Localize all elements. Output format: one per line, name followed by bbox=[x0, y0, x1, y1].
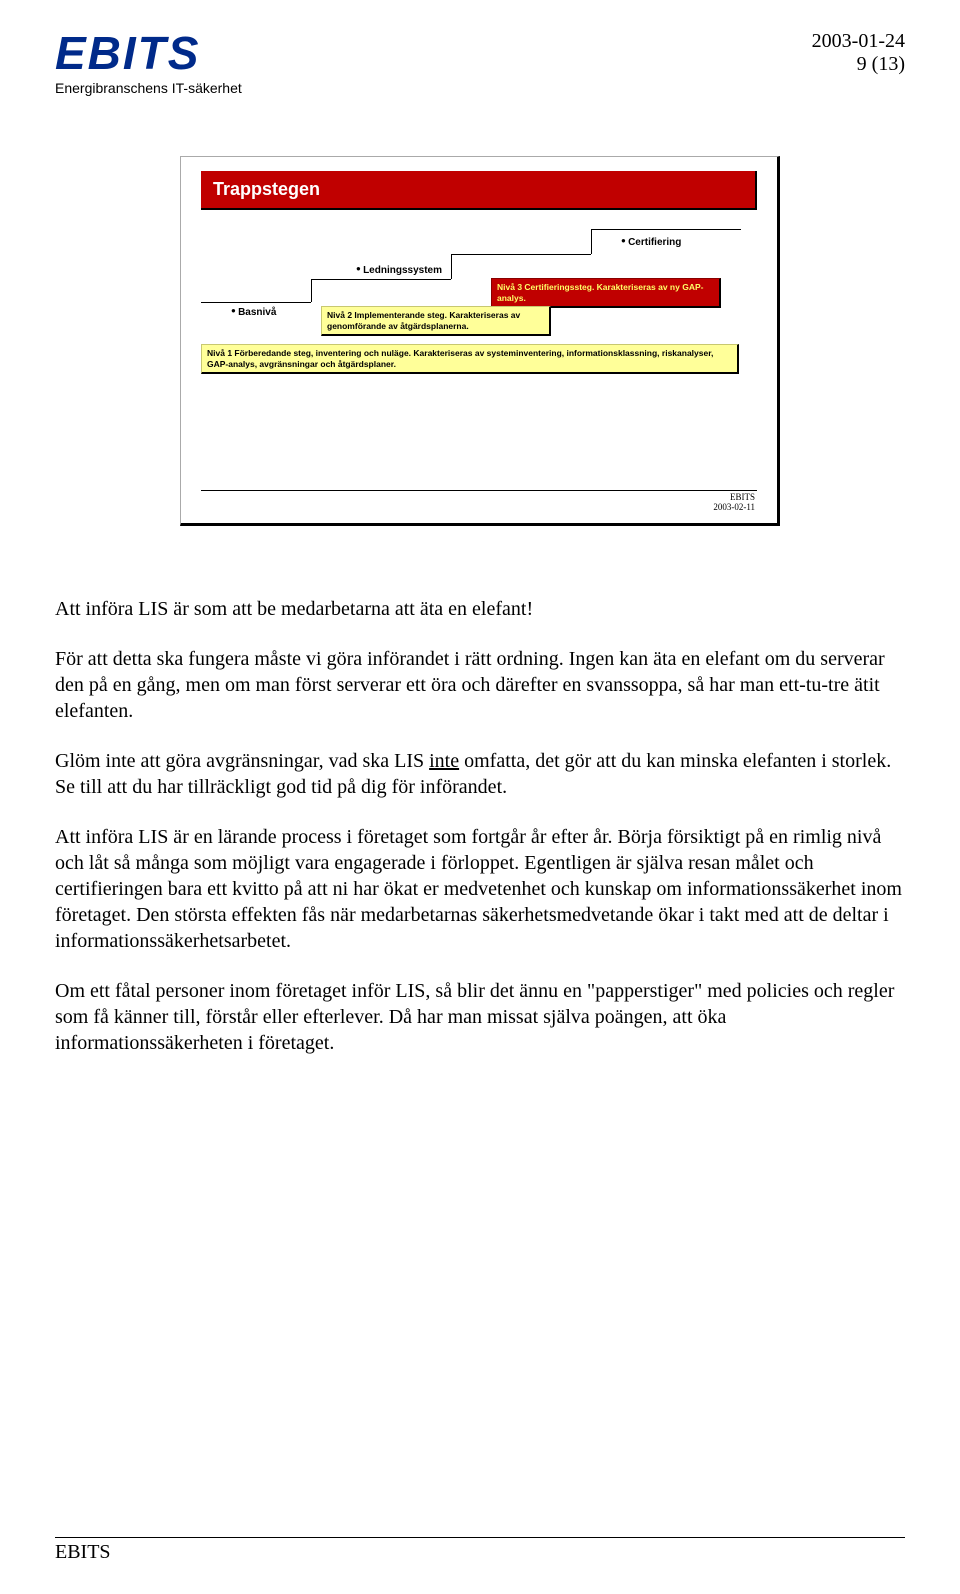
step-label-lednings: Ledningssystem bbox=[356, 264, 442, 276]
page-footer: EBITS bbox=[55, 1541, 111, 1564]
text-run: Glöm inte att göra avgränsningar, vad sk… bbox=[55, 750, 429, 772]
slide-title: Trappstegen bbox=[201, 171, 757, 210]
slide-container: Trappstegen Basnivå Ledningssystem Certi… bbox=[180, 156, 780, 526]
stair-segment bbox=[591, 229, 741, 230]
stair-segment bbox=[311, 279, 312, 302]
paragraph: Att införa LIS är som att be medarbetarn… bbox=[55, 596, 905, 622]
stair-segment bbox=[201, 302, 311, 303]
stair-segment bbox=[311, 279, 451, 280]
tagline: Energibranschens IT-säkerhet bbox=[55, 80, 242, 96]
staircase-diagram: Basnivå Ledningssystem Certifiering Nivå… bbox=[201, 224, 757, 444]
paragraph: För att detta ska fungera måste vi göra … bbox=[55, 646, 905, 724]
level1-box: Nivå 1 Förberedande steg, inventering oc… bbox=[201, 344, 739, 374]
level3-box: Nivå 3 Certifieringssteg. Karakteriseras… bbox=[491, 278, 721, 308]
step-label-cert: Certifiering bbox=[621, 236, 681, 248]
slide-footer: EBITS 2003-02-11 bbox=[713, 493, 755, 513]
stair-segment bbox=[451, 254, 452, 279]
text-underline: inte bbox=[429, 750, 459, 772]
slide: Trappstegen Basnivå Ledningssystem Certi… bbox=[180, 156, 780, 526]
header-date: 2003-01-24 bbox=[812, 30, 905, 53]
slide-footer-date: 2003-02-11 bbox=[713, 503, 755, 513]
paragraph: Glöm inte att göra avgränsningar, vad sk… bbox=[55, 748, 905, 800]
footer-rule bbox=[55, 1537, 905, 1538]
stair-segment bbox=[591, 229, 592, 254]
logo: EBITS bbox=[55, 30, 242, 76]
stair-segment bbox=[451, 254, 591, 255]
header-right: 2003-01-24 9 (13) bbox=[812, 30, 905, 76]
paragraph: Att införa LIS är en lärande process i f… bbox=[55, 824, 905, 954]
page-header: EBITS Energibranschens IT-säkerhet 2003-… bbox=[55, 30, 905, 96]
body-text: Att införa LIS är som att be medarbetarn… bbox=[55, 596, 905, 1056]
paragraph: Om ett fåtal personer inom företaget inf… bbox=[55, 978, 905, 1056]
header-left: EBITS Energibranschens IT-säkerhet bbox=[55, 30, 242, 96]
page-number: 9 (13) bbox=[812, 53, 905, 76]
slide-footer-rule bbox=[201, 490, 757, 491]
level2-box: Nivå 2 Implementerande steg. Karakterise… bbox=[321, 306, 551, 336]
step-label-basniva: Basnivå bbox=[231, 306, 276, 318]
